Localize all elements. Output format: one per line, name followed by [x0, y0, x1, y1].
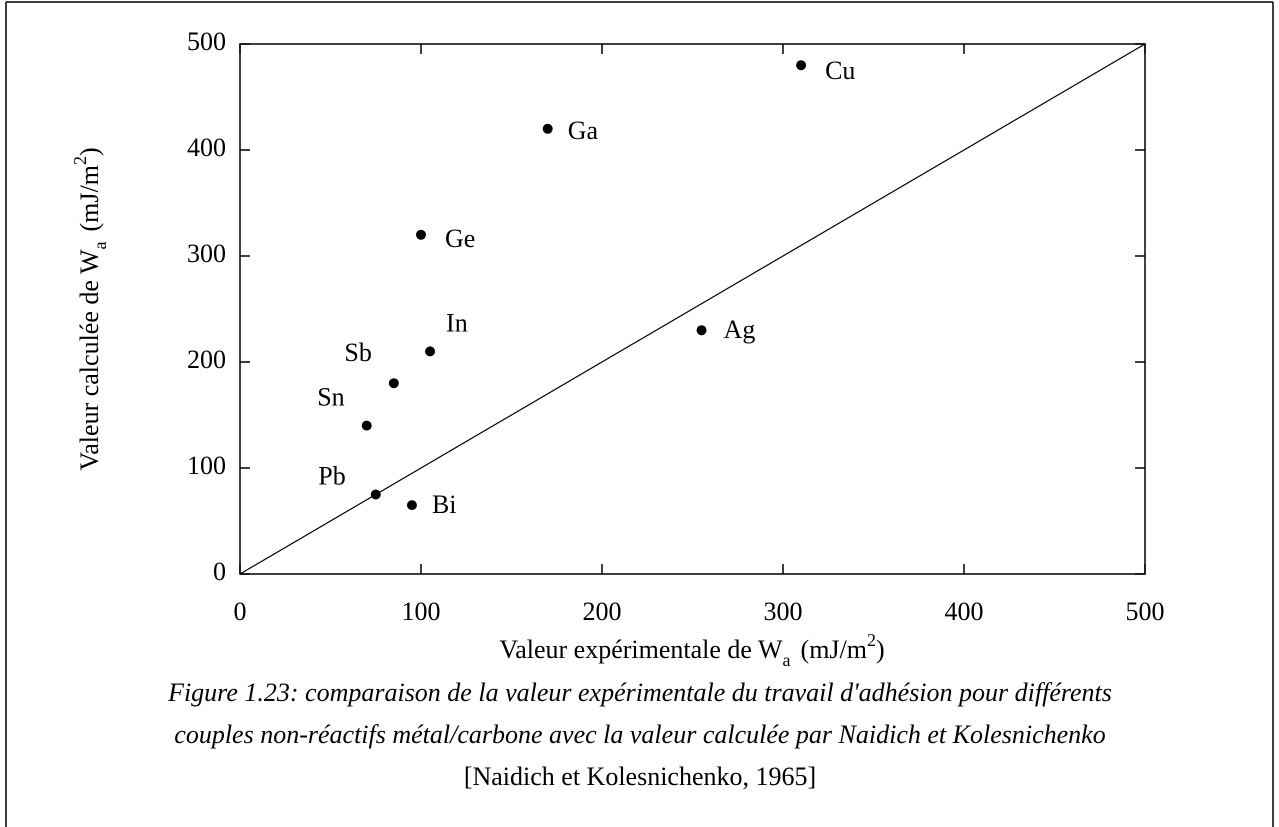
x-tick-label: 100	[402, 597, 441, 626]
data-point	[696, 325, 707, 336]
data-point	[542, 123, 553, 134]
point-label: Pb	[318, 461, 345, 490]
data-point	[416, 229, 426, 240]
y-axis-label: Valeur calculée de Wa(mJ/m2)	[70, 147, 110, 470]
y-tick-label: 300	[187, 239, 226, 268]
y-tick-label: 100	[187, 451, 226, 480]
x-tick-label: 500	[1126, 597, 1165, 626]
caption-reference: [Naidich et Kolesnichenko, 1965]	[464, 762, 816, 791]
point-label: Sb	[344, 338, 371, 367]
data-point	[406, 500, 417, 511]
data-point	[370, 489, 381, 500]
y-tick-label: 500	[187, 27, 226, 56]
point-label: Sn	[317, 383, 344, 412]
data-point	[796, 60, 807, 71]
caption-line: Figure 1.23: comparaison de la valeur ex…	[167, 678, 1112, 707]
point-label: In	[446, 308, 468, 337]
point-label: Ga	[568, 116, 599, 145]
caption-line: couples non-réactifs métal/carbone avec …	[174, 720, 1105, 749]
point-label: Ag	[724, 315, 756, 344]
x-axis-label: Valeur expérimentale de Wa (mJ/m2)	[499, 630, 884, 670]
x-tick-label: 0	[234, 597, 247, 626]
y-tick-label: 200	[187, 345, 226, 374]
point-label: Bi	[432, 490, 457, 519]
x-tick-label: 400	[945, 597, 984, 626]
reference-line	[239, 43, 1146, 575]
point-label: Ge	[445, 224, 475, 253]
data-point	[425, 346, 436, 357]
point-label: Cu	[825, 56, 855, 85]
plot-frame	[239, 43, 1146, 575]
x-tick-label: 200	[583, 597, 622, 626]
data-point	[388, 378, 399, 389]
y-tick-label: 400	[187, 133, 226, 162]
data-point	[361, 420, 372, 431]
x-tick-label: 300	[764, 597, 803, 626]
y-tick-label: 0	[213, 557, 226, 586]
